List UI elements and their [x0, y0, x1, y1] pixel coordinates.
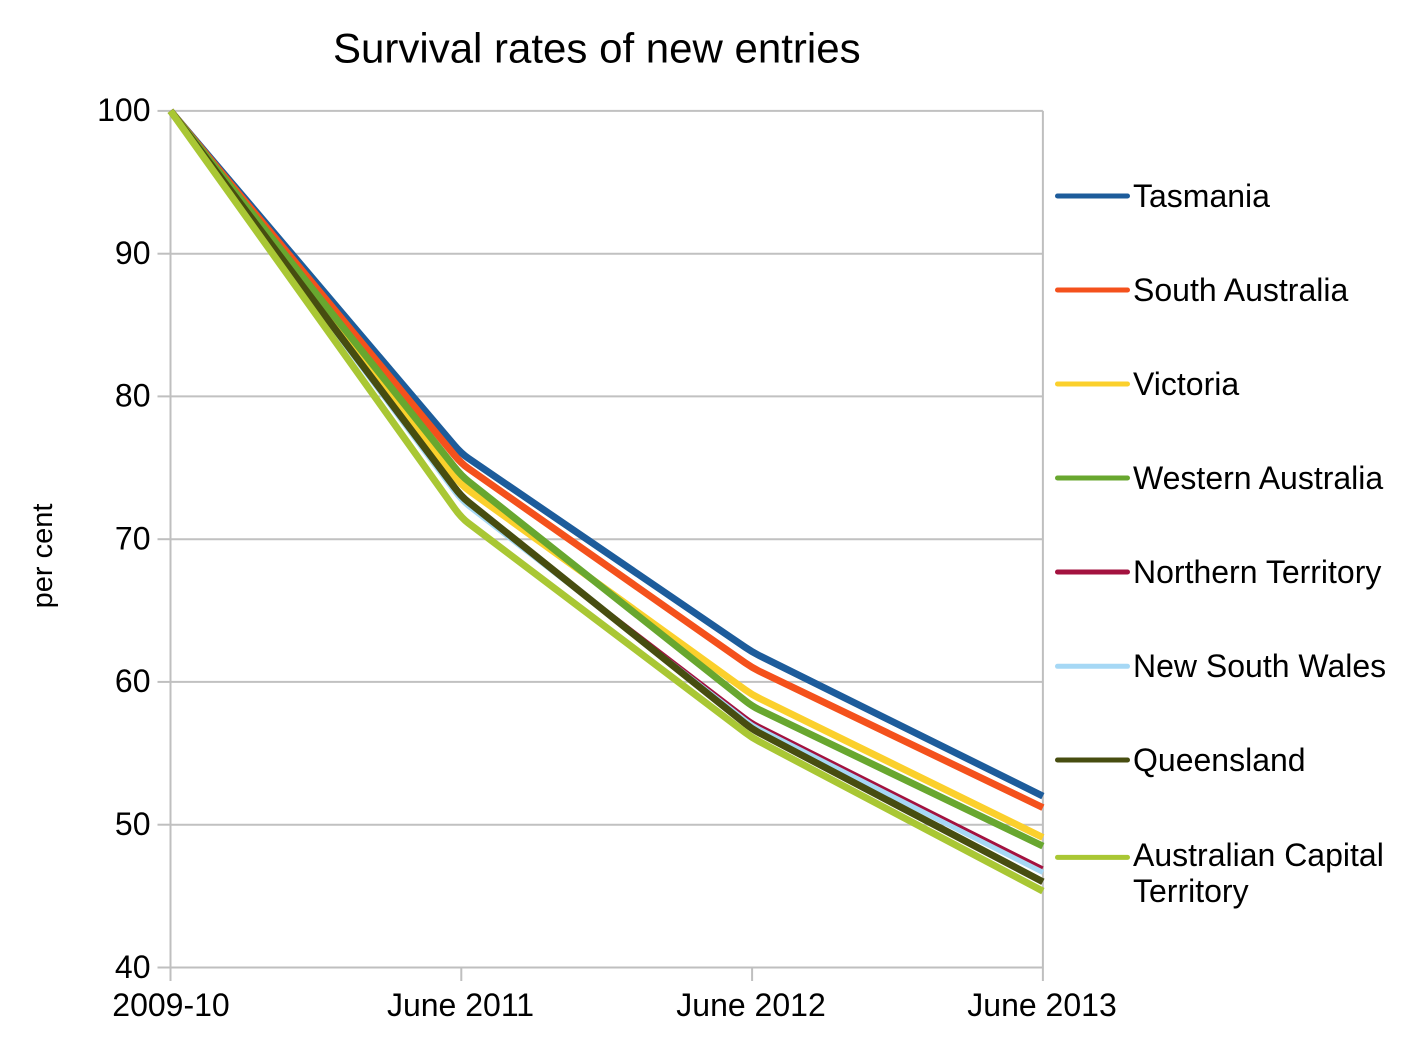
- svg-text:Territory: Territory: [1133, 873, 1249, 909]
- svg-text:New South Wales: New South Wales: [1133, 648, 1386, 684]
- svg-text:Tasmania: Tasmania: [1133, 178, 1270, 214]
- svg-text:Australian Capital: Australian Capital: [1133, 837, 1384, 873]
- svg-text:per cent: per cent: [27, 504, 59, 609]
- svg-text:80: 80: [115, 378, 151, 414]
- svg-text:50: 50: [115, 806, 151, 842]
- svg-text:Victoria: Victoria: [1133, 366, 1239, 402]
- svg-text:Northern Territory: Northern Territory: [1133, 554, 1381, 590]
- svg-text:June 2011: June 2011: [387, 987, 534, 1023]
- svg-text:June 2012: June 2012: [676, 987, 825, 1023]
- svg-text:70: 70: [115, 521, 151, 557]
- svg-text:2009-10: 2009-10: [112, 987, 229, 1023]
- svg-text:40: 40: [115, 949, 151, 985]
- svg-text:100: 100: [97, 92, 150, 128]
- svg-text:Western Australia: Western Australia: [1133, 460, 1383, 496]
- svg-text:90: 90: [115, 235, 151, 271]
- svg-text:Survival rates of new entries: Survival rates of new entries: [333, 25, 861, 72]
- svg-text:60: 60: [115, 663, 151, 699]
- svg-text:June 2013: June 2013: [967, 987, 1116, 1023]
- svg-text:Queensland: Queensland: [1133, 742, 1306, 778]
- svg-text:South Australia: South Australia: [1133, 272, 1348, 308]
